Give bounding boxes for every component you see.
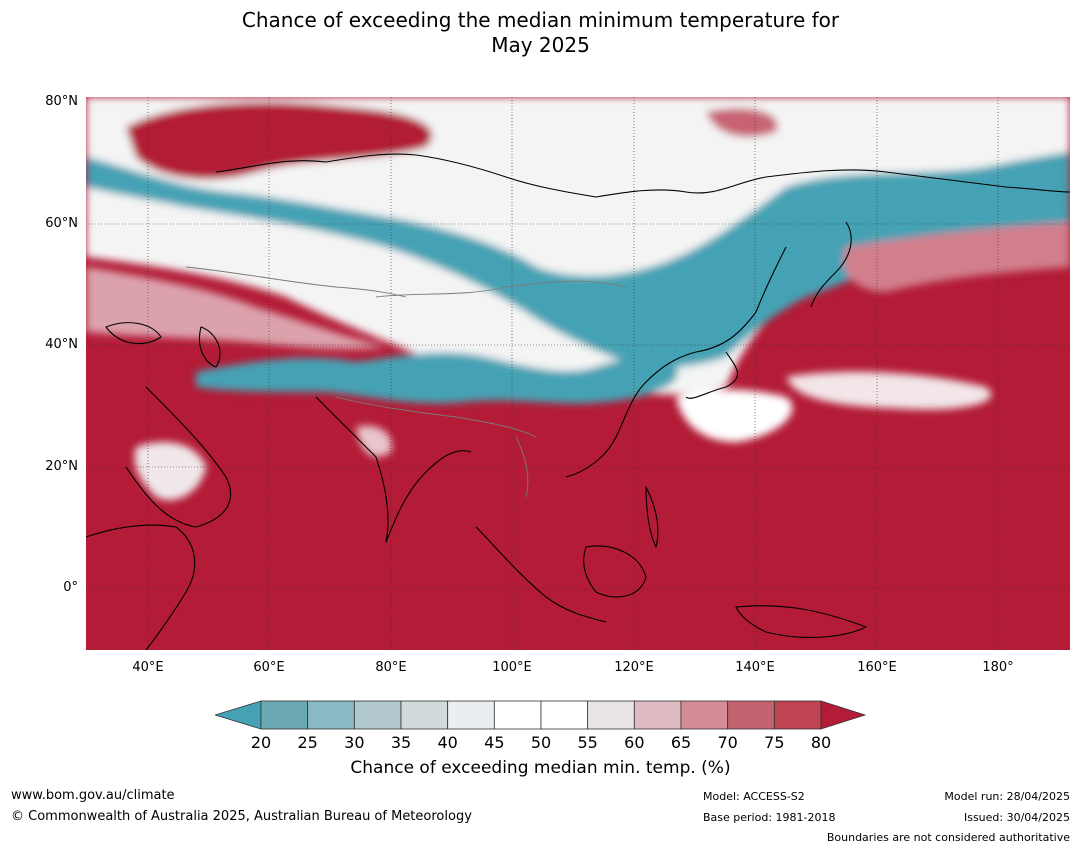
colorbar-tick-label: 40	[437, 733, 458, 752]
coast-new-guinea	[735, 605, 867, 638]
colorbar-over-arrow	[820, 700, 867, 730]
footer-model-run: Model run: 28/04/2025	[944, 790, 1070, 803]
coast-japan	[685, 351, 738, 399]
border-russia-kazakhstan	[185, 266, 407, 298]
below-median-central-asia	[196, 352, 678, 404]
colorbar-tick-label: 45	[484, 733, 505, 752]
colorbar-tick-label: 80	[810, 733, 832, 752]
colorbar-bin	[353, 700, 402, 730]
colorbar-bin	[307, 700, 355, 730]
colorbar-label: Chance of exceeding median min. temp. (%…	[350, 758, 731, 778]
coastlines	[86, 153, 1070, 650]
coast-arctic	[215, 153, 1070, 198]
fringe-pink-east	[843, 222, 1070, 292]
footer-copyright: © Commonwealth of Australia 2025, Austra…	[11, 809, 472, 824]
graticule	[86, 97, 1070, 650]
colorbar-bin	[633, 700, 682, 730]
colorbar-tick-label: 20	[250, 733, 272, 752]
lon-label-160e: 160°E	[857, 660, 897, 675]
footer-base-period: Base period: 1981-2018	[703, 811, 836, 824]
coast-borneo	[583, 545, 647, 598]
colorbar-bin	[260, 700, 309, 730]
coast-caspian	[198, 326, 221, 368]
title-line-2: May 2025	[491, 33, 590, 57]
lon-label-60e: 60°E	[253, 660, 285, 675]
lon-label-140e: 140°E	[735, 660, 775, 675]
coast-india	[315, 396, 472, 543]
colorbar-bin	[400, 700, 449, 730]
borders	[185, 266, 627, 498]
colorbar-tick-label: 55	[577, 733, 598, 752]
colorbar-bin	[680, 700, 729, 730]
map-title: Chance of exceeding the median minimum t…	[0, 8, 1081, 58]
lon-label-180: 180°	[982, 660, 1014, 675]
lat-label-0: 0°	[63, 580, 78, 595]
footer-disclaimer: Boundaries are not considered authoritat…	[826, 831, 1070, 844]
colorbar-tick-label: 60	[624, 733, 645, 752]
lat-label-20n: 20°N	[45, 459, 78, 474]
colorbar-bin	[447, 700, 495, 730]
colorbar-bin	[727, 700, 775, 730]
border-himalaya	[335, 396, 537, 438]
lat-label-40n: 40°N	[45, 337, 78, 352]
neutral-india	[356, 425, 392, 457]
colorbar-bin	[540, 700, 589, 730]
colorbar-bin	[587, 700, 635, 730]
lat-label-60n: 60°N	[45, 216, 78, 231]
colorbar-tick-label: 30	[344, 733, 365, 752]
coast-kamchatka	[810, 221, 852, 308]
lon-label-40e: 40°E	[132, 660, 164, 675]
coast-black-sea	[105, 322, 162, 345]
coast-philippines	[645, 486, 659, 548]
colorbar-tick-label: 70	[717, 733, 738, 752]
colorbar-tick-label: 65	[670, 733, 692, 752]
coast-arabia	[125, 386, 231, 528]
neutral-arabia	[134, 442, 206, 501]
lon-label-100e: 100°E	[492, 660, 532, 675]
colorbar-tick-label: 50	[530, 733, 552, 752]
fringe-pink-west	[86, 267, 386, 350]
colorbar-tick-label: 75	[764, 733, 785, 752]
colorbar-bin	[773, 700, 822, 730]
colorbar	[215, 700, 867, 730]
colorbar-tick-label: 35	[390, 733, 412, 752]
border-china-mongolia	[375, 280, 627, 298]
coast-east-asia	[565, 246, 787, 478]
coast-sumatra	[475, 526, 607, 623]
footer-issued: Issued: 30/04/2025	[963, 811, 1070, 824]
border-indochina	[515, 436, 529, 498]
title-line-1: Chance of exceeding the median minimum t…	[241, 8, 840, 32]
coast-africa	[86, 524, 196, 650]
colorbar-bin	[493, 700, 542, 730]
lat-label-80n: 80°N	[45, 94, 78, 109]
footer-website[interactable]: www.bom.gov.au/climate	[11, 788, 175, 803]
colorbar-bins	[260, 700, 822, 730]
probability-map	[86, 97, 1070, 650]
below-median-siberia	[86, 152, 1070, 368]
footer-model: Model: ACCESS-S2	[703, 790, 805, 803]
above-median-northeast	[706, 108, 778, 137]
colorbar-tick-label: 25	[297, 733, 318, 752]
above-median-northwest	[126, 102, 433, 180]
map-canvas	[86, 97, 1070, 650]
neutral-pacific	[786, 371, 992, 410]
neutral-japan	[676, 389, 793, 442]
lon-label-120e: 120°E	[614, 660, 654, 675]
colorbar-under-arrow	[215, 700, 262, 730]
lon-label-80e: 80°E	[375, 660, 407, 675]
